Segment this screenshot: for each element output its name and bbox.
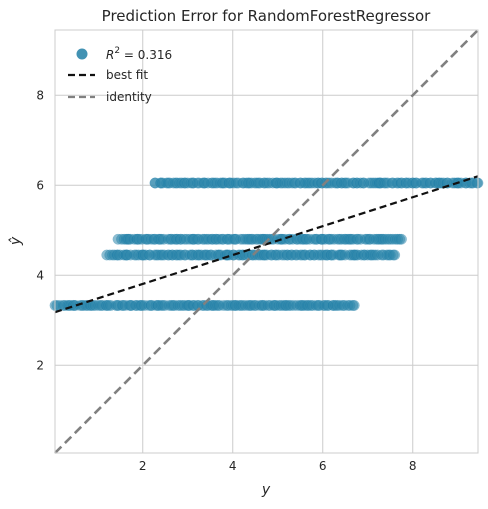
y-tick-label: 8 [36,88,44,102]
identity-line [54,29,479,454]
y-axis-ticks: 2 4 6 8 [36,88,44,372]
legend-scatter-marker [76,48,88,60]
chart-title: Prediction Error for RandomForestRegress… [102,7,432,25]
y-tick-label: 4 [36,268,44,282]
y-tick-label: 6 [36,178,44,192]
legend-r2-value: = 0.316 [120,48,172,62]
plot-area [49,29,484,454]
y-tick-label: 2 [36,358,44,372]
legend-best-fit-label: best fit [106,68,148,82]
best-fit-line [54,175,479,314]
plot-frame [54,29,479,454]
scatter-points [49,177,484,311]
x-axis-label: y [261,482,271,498]
legend-identity-label: identity [106,90,152,104]
scatter-point [396,233,407,245]
x-tick-label: 4 [229,459,237,473]
scatter-point [389,249,401,261]
x-tick-label: 2 [139,459,147,473]
x-tick-label: 8 [409,459,417,473]
legend-r2-label: R2 = 0.316 [106,46,172,62]
x-tick-label: 6 [319,459,327,473]
legend: R2 = 0.316 best fit identity [68,46,172,104]
scatter-point [348,299,360,311]
legend-r2-symbol: R [106,48,114,62]
legend-r2-superscript: 2 [114,46,120,56]
y-axis-label: ŷ [8,236,24,246]
x-axis-ticks: 2 4 6 8 [139,459,417,473]
